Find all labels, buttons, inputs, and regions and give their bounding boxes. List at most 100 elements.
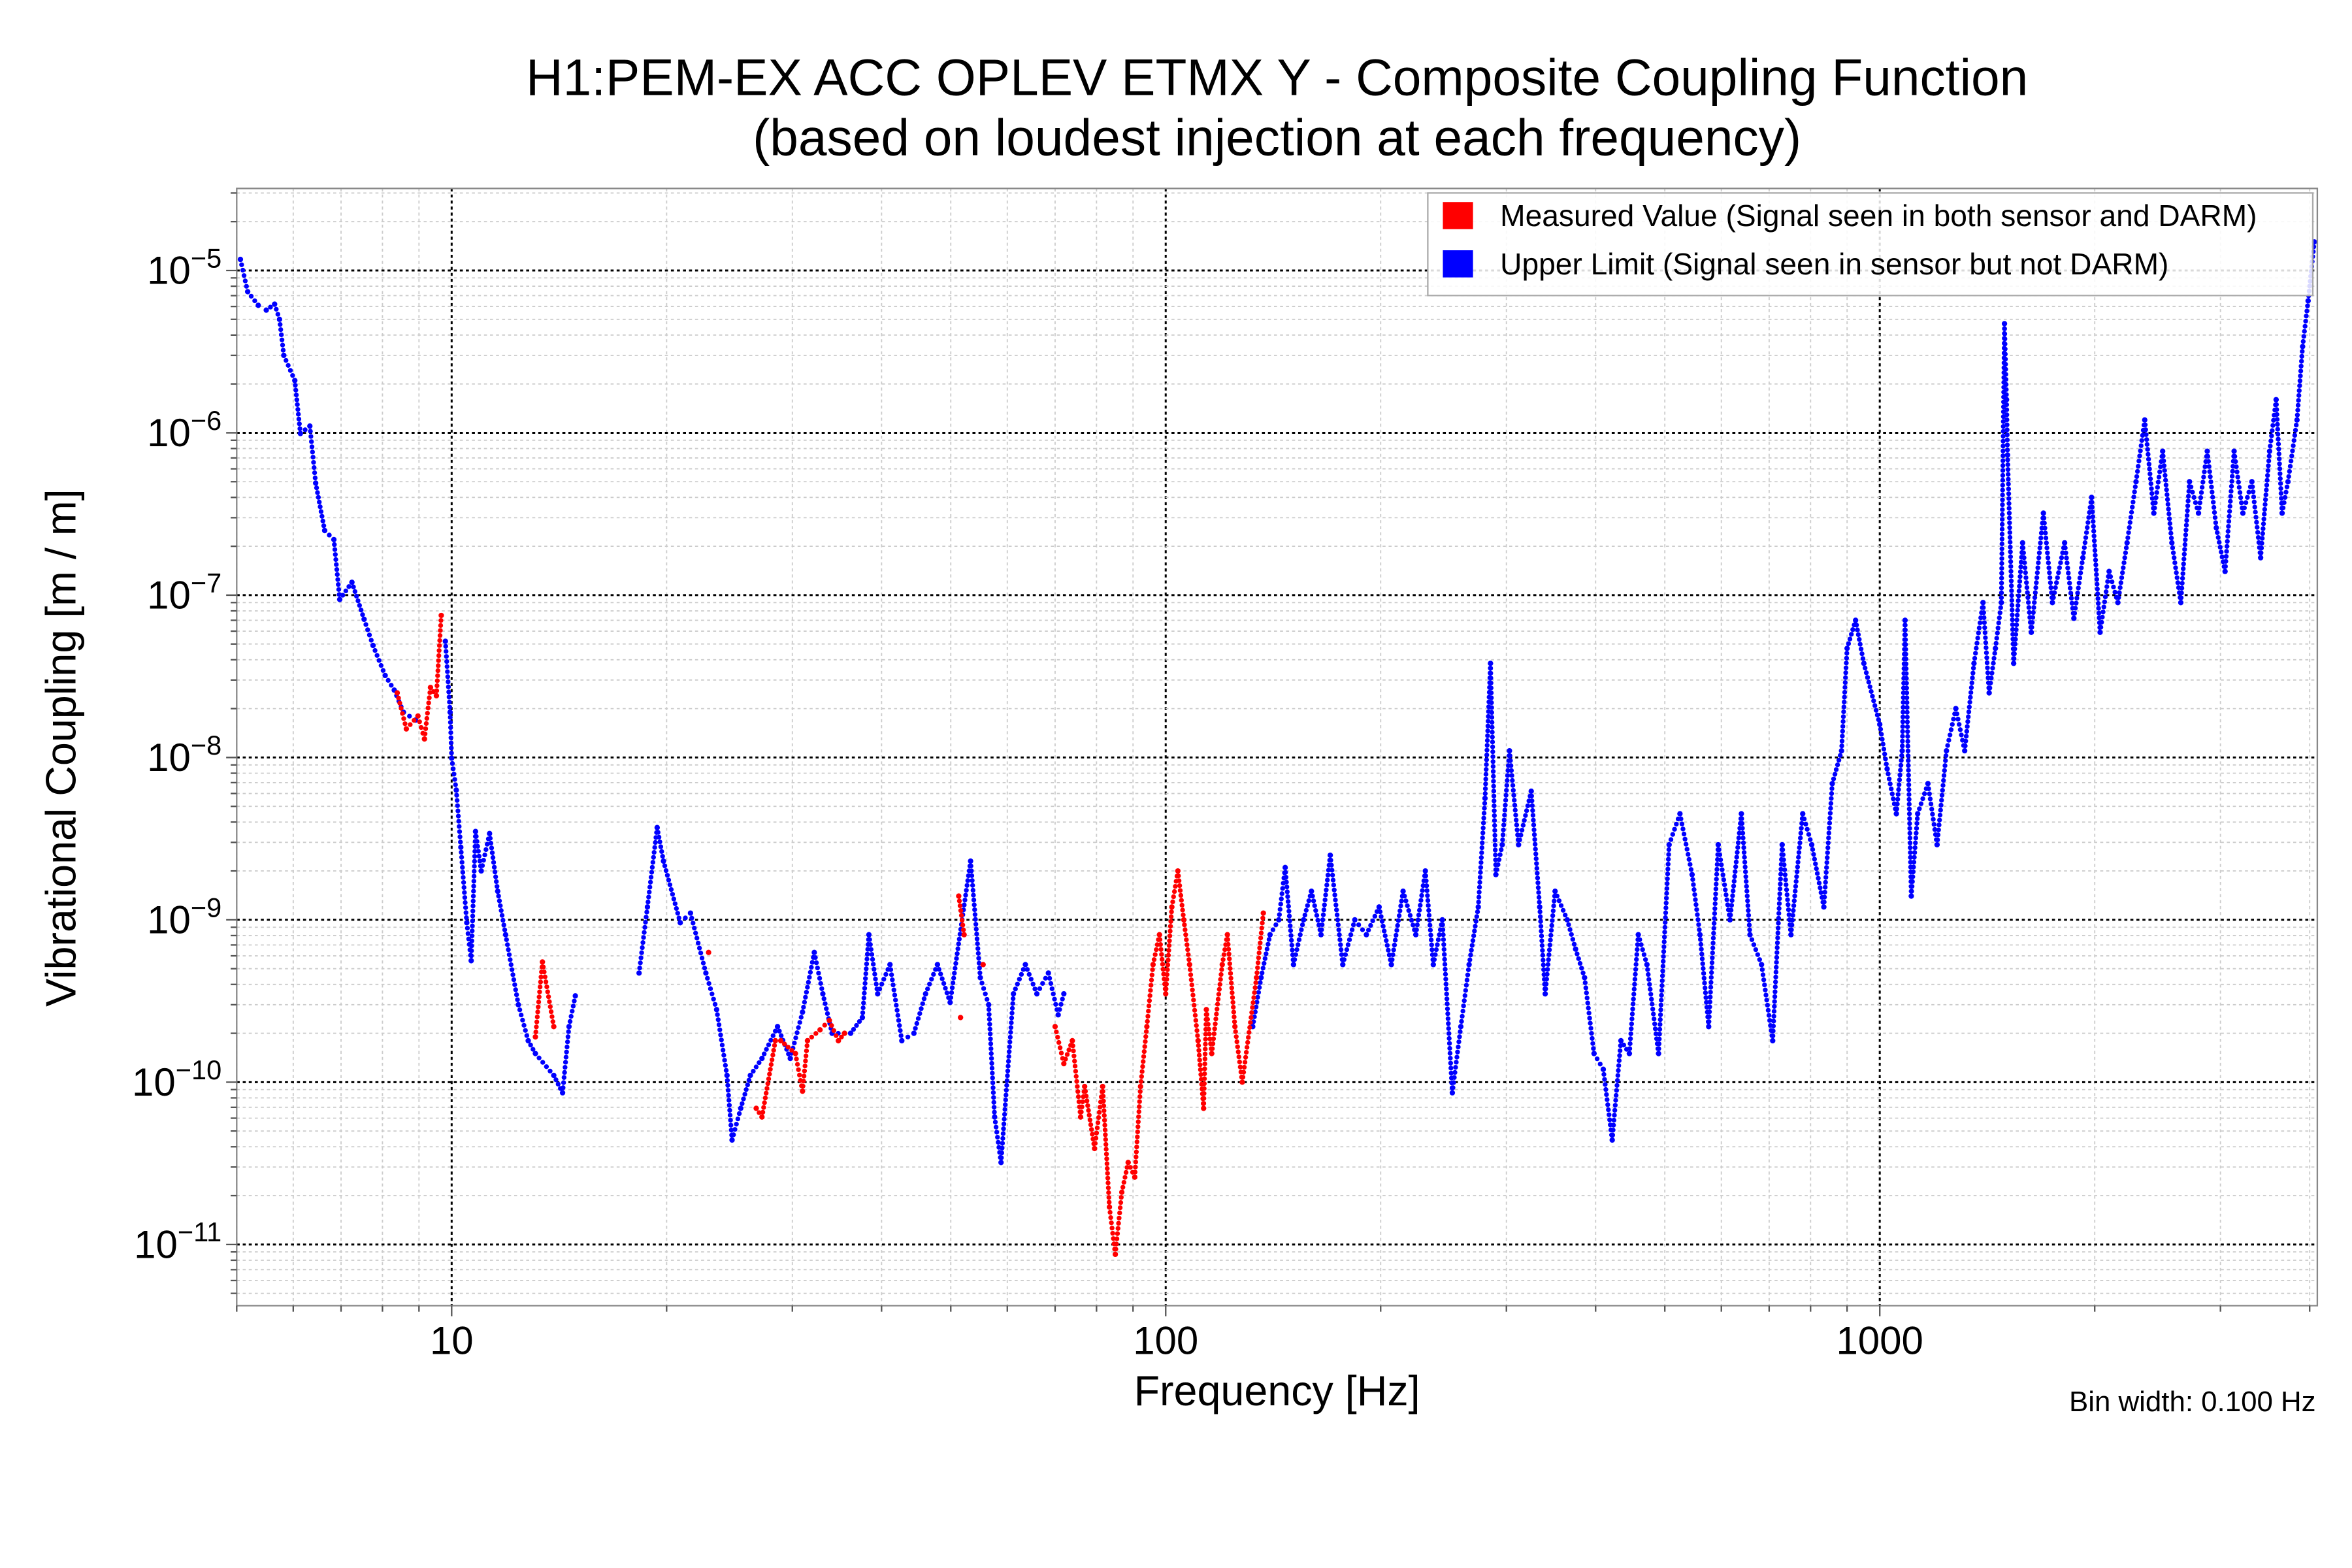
upper-limit-point-interp [1505, 773, 1511, 778]
measured-point-interp [1202, 1056, 1208, 1062]
upper-limit-point-interp [1720, 872, 1725, 877]
upper-limit-point-interp [2093, 562, 2099, 568]
measured-point-interp [813, 1031, 819, 1036]
upper-limit-point [2001, 321, 2008, 327]
upper-limit-point-interp [2009, 602, 2015, 608]
measured-point-interp [1235, 1044, 1240, 1049]
measured-point-interp [548, 1009, 554, 1015]
upper-limit-point-interp [1842, 685, 1848, 690]
upper-limit-point-interp [1294, 947, 1299, 953]
upper-limit-point-interp [2017, 583, 2022, 589]
measured-point-interp [1094, 1130, 1100, 1135]
upper-limit-point-interp [1763, 992, 1769, 998]
upper-limit-point-interp [1657, 1026, 1663, 1032]
upper-limit-point [1656, 1051, 1661, 1056]
upper-limit-point-interp [1475, 909, 1480, 915]
upper-limit-point-interp [2015, 608, 2020, 613]
upper-limit-point [1045, 970, 1051, 976]
upper-limit-point-interp [316, 499, 322, 505]
upper-limit-point-interp [1904, 681, 1909, 686]
upper-limit-point-interp [1841, 704, 1847, 710]
upper-limit-point-interp [1742, 864, 1748, 870]
upper-limit-point-interp [1597, 1061, 1603, 1067]
upper-limit-point-interp [1828, 806, 1833, 811]
upper-limit-point-interp [1634, 952, 1639, 957]
upper-limit-point-interp [1694, 907, 1699, 912]
upper-limit-point-interp [1710, 936, 1716, 941]
measured-point-interp [1168, 914, 1174, 919]
upper-limit-point-interp [2191, 495, 2197, 500]
upper-limit-point-interp [881, 977, 887, 982]
upper-limit-point-interp [1977, 620, 1983, 626]
upper-limit-point-interp [1587, 1015, 1592, 1021]
upper-limit-point-interp [1428, 937, 1434, 943]
upper-limit-point-interp [2293, 427, 2298, 433]
measured-point-interp [1137, 1104, 1142, 1109]
upper-limit-point-interp [2287, 468, 2293, 474]
upper-limit-point-interp [1968, 685, 1974, 691]
measured-point-interp [1154, 947, 1159, 953]
measured-point [961, 932, 967, 938]
upper-limit-point-interp [1666, 847, 1672, 853]
upper-limit-point-interp [1490, 744, 1495, 749]
upper-limit-point-interp [1302, 912, 1308, 918]
upper-limit-point-interp [1737, 830, 1742, 836]
upper-limit-point-interp [1508, 758, 1513, 763]
upper-limit-point-interp [1543, 981, 1549, 987]
upper-limit-point-interp [501, 923, 506, 928]
upper-limit-point-interp [651, 849, 657, 855]
measured-point [532, 1034, 538, 1040]
upper-limit-point-interp [1444, 987, 1449, 992]
upper-limit-point-interp [1665, 871, 1671, 877]
upper-limit-point-interp [1730, 893, 1735, 898]
upper-limit-point-interp [662, 863, 668, 868]
upper-limit-point-interp [792, 1040, 797, 1046]
legend-box [1427, 192, 2314, 297]
upper-limit-point-interp [2119, 570, 2125, 576]
measured-point-interp [438, 628, 443, 633]
measured-point-interp [424, 715, 430, 721]
upper-limit-point-interp [1999, 541, 2004, 547]
upper-limit-point-interp [999, 1150, 1004, 1156]
measured-point-interp [537, 984, 543, 990]
upper-limit-point-interp [1456, 1044, 1461, 1050]
upper-limit-point-interp [1299, 927, 1304, 932]
upper-limit-point [811, 949, 817, 955]
upper-limit-point [911, 1030, 917, 1036]
upper-limit-point-interp [2004, 402, 2010, 408]
upper-limit-point-interp [1863, 665, 1868, 671]
upper-limit-point [1364, 932, 1369, 938]
upper-limit-point-interp [1905, 753, 1911, 759]
upper-limit-point-interp [2111, 584, 2116, 590]
upper-limit-point-interp [1679, 821, 1685, 826]
measured-point [804, 1037, 811, 1044]
upper-limit-point [2071, 615, 2077, 621]
upper-limit-point-interp [312, 475, 318, 481]
upper-limit-point-interp [1839, 743, 1844, 749]
measured-point-interp [1137, 1099, 1142, 1104]
upper-limit-point-interp [1584, 990, 1589, 996]
upper-limit-point-interp [1630, 1006, 1635, 1012]
measured-point-interp [1232, 1014, 1237, 1020]
upper-limit-point-interp [1742, 859, 1748, 865]
upper-limit-point-interp [240, 267, 246, 273]
upper-limit-point-interp [279, 337, 285, 342]
upper-limit-point-interp [1448, 1060, 1454, 1066]
upper-limit-point-interp [1009, 1020, 1014, 1026]
upper-limit-point-interp [1777, 891, 1782, 896]
upper-limit-point-interp [1451, 1080, 1456, 1085]
measured-point-interp [1222, 947, 1228, 953]
measured-point-interp [1160, 966, 1166, 972]
upper-limit-point-interp [2048, 580, 2053, 585]
upper-limit-point-interp [2259, 550, 2264, 555]
upper-limit-point-interp [2253, 514, 2259, 520]
upper-limit-point-interp [751, 1068, 756, 1074]
upper-limit-point [1915, 811, 1921, 817]
upper-limit-point-interp [470, 918, 475, 924]
upper-limit-point-interp [506, 952, 512, 957]
upper-limit-point [687, 910, 694, 916]
upper-limit-point-interp [1744, 893, 1750, 899]
upper-limit-point-interp [1490, 749, 1495, 755]
upper-limit-point-interp [2002, 346, 2008, 351]
measured-point-interp [438, 617, 444, 623]
